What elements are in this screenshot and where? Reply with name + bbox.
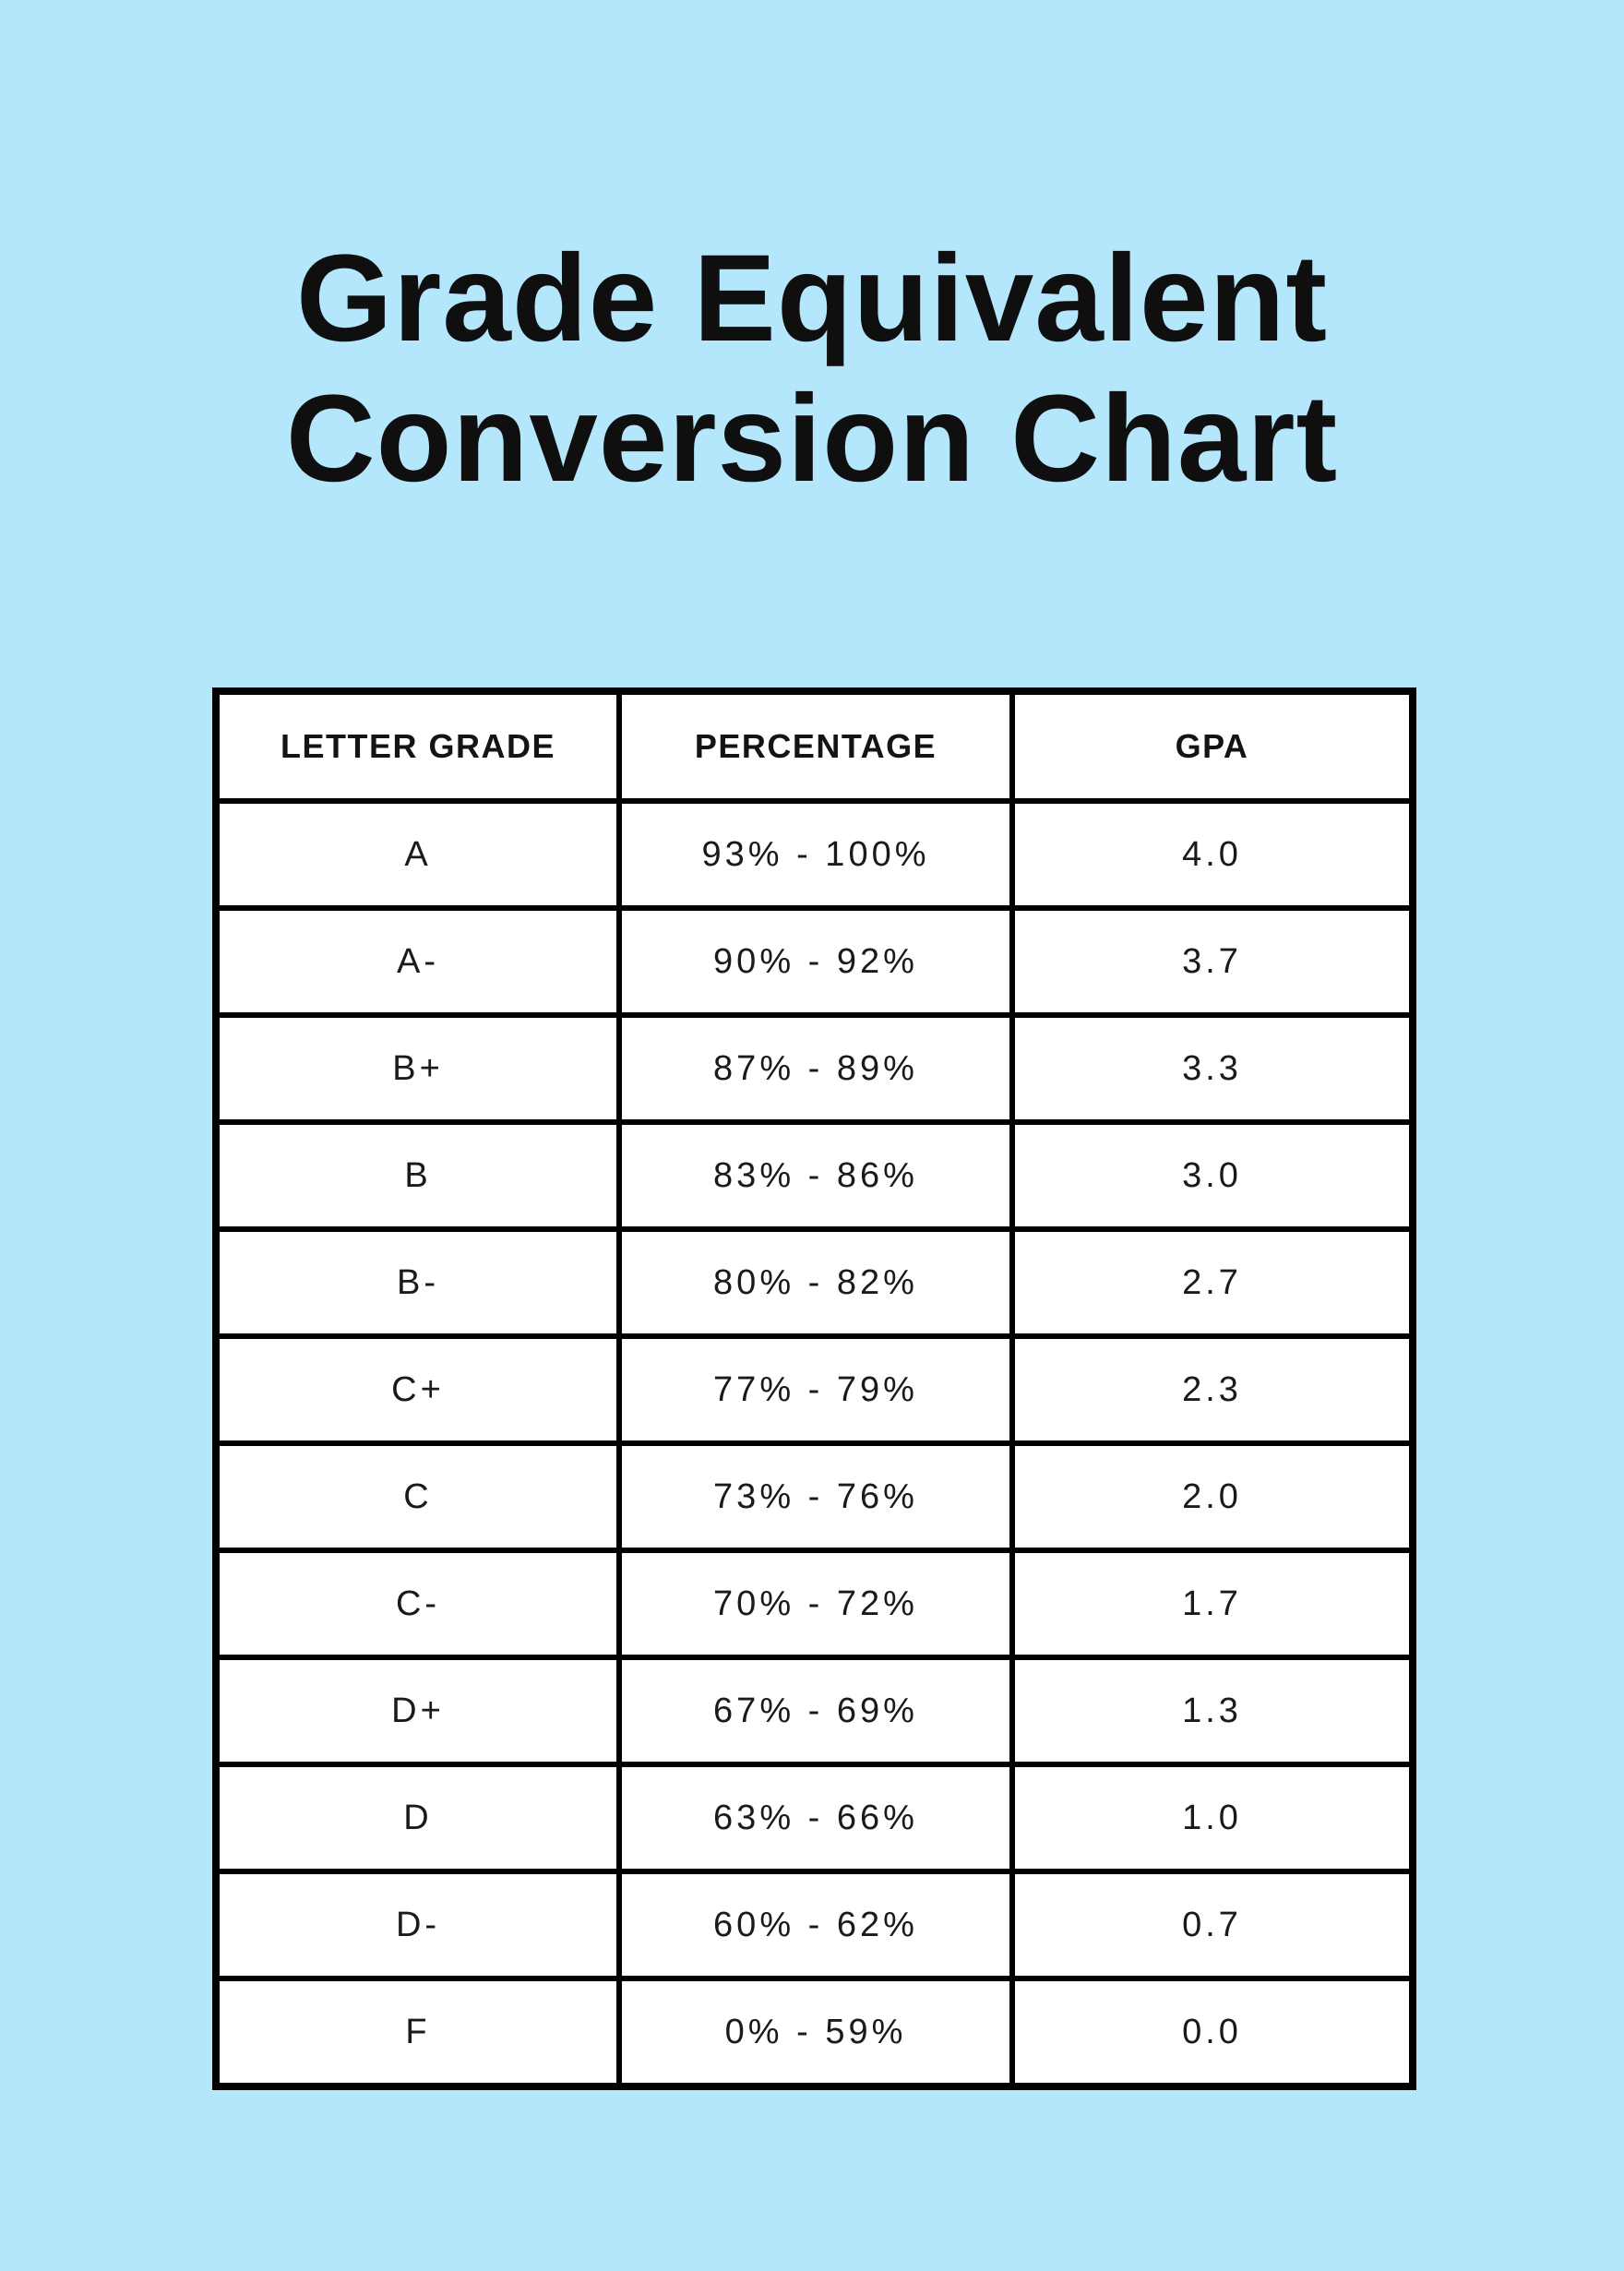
percentage-cell: 0% - 59% — [616, 1976, 1015, 2089]
table-row: D- 60% - 62% 0.7 — [213, 1869, 1415, 1981]
gpa-cell: 0.0 — [1009, 1976, 1415, 2089]
table-row: C+ 77% - 79% 2.3 — [213, 1333, 1415, 1446]
gpa-cell: 3.3 — [1009, 1012, 1415, 1125]
letter-grade-cell: C — [213, 1440, 622, 1553]
column-header-percentage: PERCENTAGE — [616, 688, 1015, 804]
table-row: F 0% - 59% 0.0 — [213, 1976, 1415, 2089]
page-title-line-1: Grade Equivalent — [295, 230, 1329, 367]
letter-grade-cell: C+ — [213, 1333, 622, 1446]
letter-grade-cell: D — [213, 1762, 622, 1874]
table-row: D+ 67% - 69% 1.3 — [213, 1655, 1415, 1767]
gpa-cell: 2.0 — [1009, 1440, 1415, 1553]
letter-grade-cell: A — [213, 798, 622, 911]
page-title: Grade Equivalent Conversion Chart — [0, 229, 1624, 509]
letter-grade-cell: C- — [213, 1548, 622, 1660]
percentage-cell: 90% - 92% — [616, 905, 1015, 1018]
letter-grade-cell: A- — [213, 905, 622, 1018]
letter-grade-cell: D- — [213, 1869, 622, 1981]
gpa-cell: 1.0 — [1009, 1762, 1415, 1874]
letter-grade-cell: B- — [213, 1226, 622, 1339]
gpa-cell: 0.7 — [1009, 1869, 1415, 1981]
gpa-cell: 4.0 — [1009, 798, 1415, 911]
column-header-letter-grade: LETTER GRADE — [213, 688, 622, 804]
table-row: B 83% - 86% 3.0 — [213, 1119, 1415, 1232]
page-title-line-2: Conversion Chart — [285, 370, 1339, 508]
percentage-cell: 93% - 100% — [616, 798, 1015, 911]
table-row: A 93% - 100% 4.0 — [213, 798, 1415, 911]
table-row: B- 80% - 82% 2.7 — [213, 1226, 1415, 1339]
column-header-gpa: GPA — [1009, 688, 1415, 804]
grade-conversion-table: LETTER GRADE PERCENTAGE GPA A 93% - 100%… — [212, 687, 1416, 2090]
letter-grade-cell: B+ — [213, 1012, 622, 1125]
percentage-cell: 60% - 62% — [616, 1869, 1015, 1981]
letter-grade-cell: B — [213, 1119, 622, 1232]
letter-grade-cell: F — [213, 1976, 622, 2089]
table-row: A- 90% - 92% 3.7 — [213, 905, 1415, 1018]
gpa-cell: 3.0 — [1009, 1119, 1415, 1232]
gpa-cell: 2.7 — [1009, 1226, 1415, 1339]
percentage-cell: 83% - 86% — [616, 1119, 1015, 1232]
table-row: B+ 87% - 89% 3.3 — [213, 1012, 1415, 1125]
percentage-cell: 73% - 76% — [616, 1440, 1015, 1553]
table-row: C- 70% - 72% 1.7 — [213, 1548, 1415, 1660]
gpa-cell: 1.7 — [1009, 1548, 1415, 1660]
percentage-cell: 63% - 66% — [616, 1762, 1015, 1874]
letter-grade-cell: D+ — [213, 1655, 622, 1767]
percentage-cell: 80% - 82% — [616, 1226, 1015, 1339]
gpa-cell: 1.3 — [1009, 1655, 1415, 1767]
table-header-row: LETTER GRADE PERCENTAGE GPA — [213, 688, 1415, 804]
percentage-cell: 67% - 69% — [616, 1655, 1015, 1767]
table-row: C 73% - 76% 2.0 — [213, 1440, 1415, 1553]
percentage-cell: 77% - 79% — [616, 1333, 1015, 1446]
percentage-cell: 87% - 89% — [616, 1012, 1015, 1125]
gpa-cell: 3.7 — [1009, 905, 1415, 1018]
table-row: D 63% - 66% 1.0 — [213, 1762, 1415, 1874]
gpa-cell: 2.3 — [1009, 1333, 1415, 1446]
percentage-cell: 70% - 72% — [616, 1548, 1015, 1660]
